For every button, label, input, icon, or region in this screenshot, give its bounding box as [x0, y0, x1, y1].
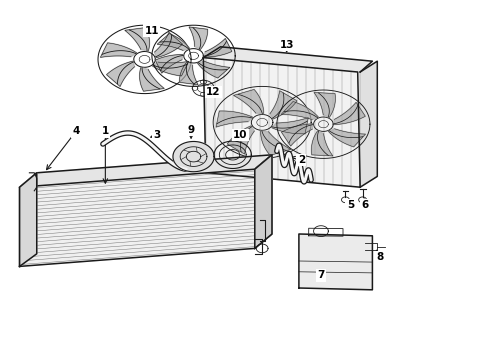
Polygon shape: [20, 155, 272, 187]
Polygon shape: [334, 102, 366, 125]
Polygon shape: [20, 173, 37, 266]
Polygon shape: [152, 62, 189, 76]
Polygon shape: [179, 62, 198, 85]
Text: 2: 2: [298, 155, 305, 165]
Polygon shape: [261, 131, 291, 156]
Polygon shape: [281, 124, 313, 146]
Text: 10: 10: [233, 130, 247, 140]
Polygon shape: [100, 43, 137, 57]
Polygon shape: [270, 91, 297, 119]
Polygon shape: [173, 141, 214, 172]
Text: 11: 11: [145, 26, 159, 36]
Polygon shape: [281, 102, 318, 120]
Polygon shape: [360, 61, 377, 187]
Polygon shape: [203, 58, 360, 187]
Polygon shape: [328, 129, 366, 147]
Polygon shape: [203, 47, 372, 72]
Polygon shape: [314, 93, 335, 117]
Polygon shape: [20, 169, 255, 266]
Polygon shape: [154, 32, 183, 58]
Polygon shape: [204, 39, 232, 57]
Polygon shape: [157, 33, 190, 50]
Text: 6: 6: [362, 200, 368, 210]
Polygon shape: [216, 111, 253, 127]
Text: 9: 9: [188, 125, 195, 135]
Polygon shape: [197, 61, 230, 78]
Polygon shape: [227, 126, 254, 154]
Polygon shape: [312, 131, 333, 156]
Polygon shape: [140, 68, 164, 91]
Text: 7: 7: [317, 270, 325, 280]
Polygon shape: [189, 27, 208, 50]
Polygon shape: [155, 55, 183, 73]
Polygon shape: [271, 118, 308, 134]
Text: 13: 13: [279, 40, 294, 50]
Text: 8: 8: [376, 252, 383, 262]
Polygon shape: [106, 61, 135, 86]
Text: 12: 12: [206, 87, 220, 97]
Polygon shape: [255, 155, 272, 248]
Text: 1: 1: [102, 126, 109, 136]
Polygon shape: [125, 28, 149, 51]
Text: 3: 3: [153, 130, 160, 140]
Polygon shape: [255, 155, 272, 248]
Text: 4: 4: [72, 126, 80, 136]
Polygon shape: [299, 234, 372, 290]
Text: 5: 5: [347, 200, 354, 210]
Polygon shape: [234, 89, 264, 114]
